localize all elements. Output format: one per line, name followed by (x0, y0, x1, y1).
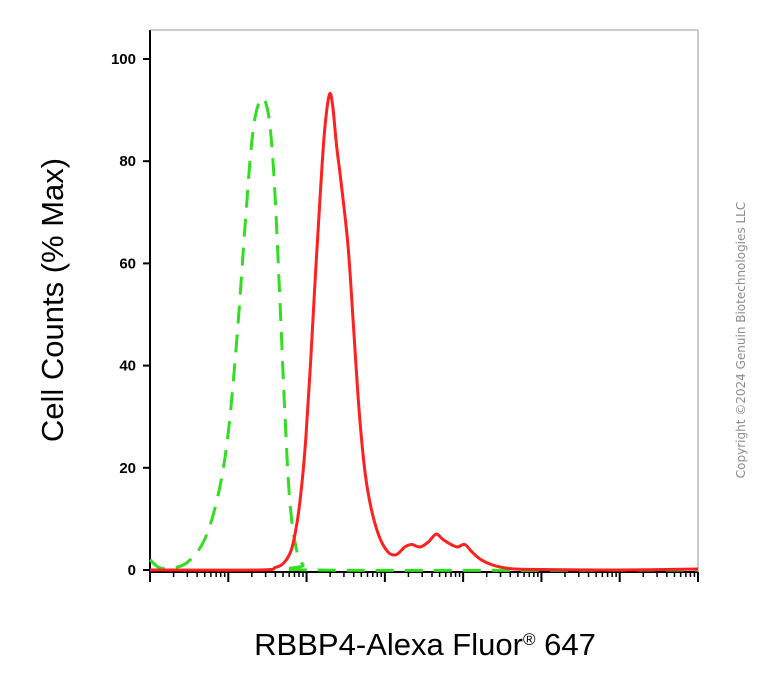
y-ticks: 0 20 40 60 80 100 (111, 51, 150, 579)
x-axis-label-registered: ® (523, 630, 536, 649)
dashed-histogram-line (148, 96, 699, 572)
x-axis-label-suffix: 647 (535, 627, 595, 662)
copyright-watermark: Copyright ©2024 Genuin Biotechnologies L… (734, 202, 748, 478)
y-tick-label: 20 (119, 460, 136, 477)
x-ticks (149, 572, 699, 582)
y-tick-label: 0 (128, 562, 136, 579)
x-axis-label-main: RBBP4-Alexa Fluor (254, 627, 523, 662)
y-axis-label: Cell Counts (% Max) (35, 158, 70, 442)
series-layer (148, 91, 699, 572)
y-tick-label: 60 (119, 255, 136, 272)
y-tick-label: 80 (119, 153, 136, 170)
solid-histogram-line (149, 91, 699, 572)
y-tick-label: 100 (111, 51, 136, 68)
x-axis-label: RBBP4-Alexa Fluor® 647 (254, 627, 596, 662)
y-tick-label: 40 (119, 358, 136, 375)
